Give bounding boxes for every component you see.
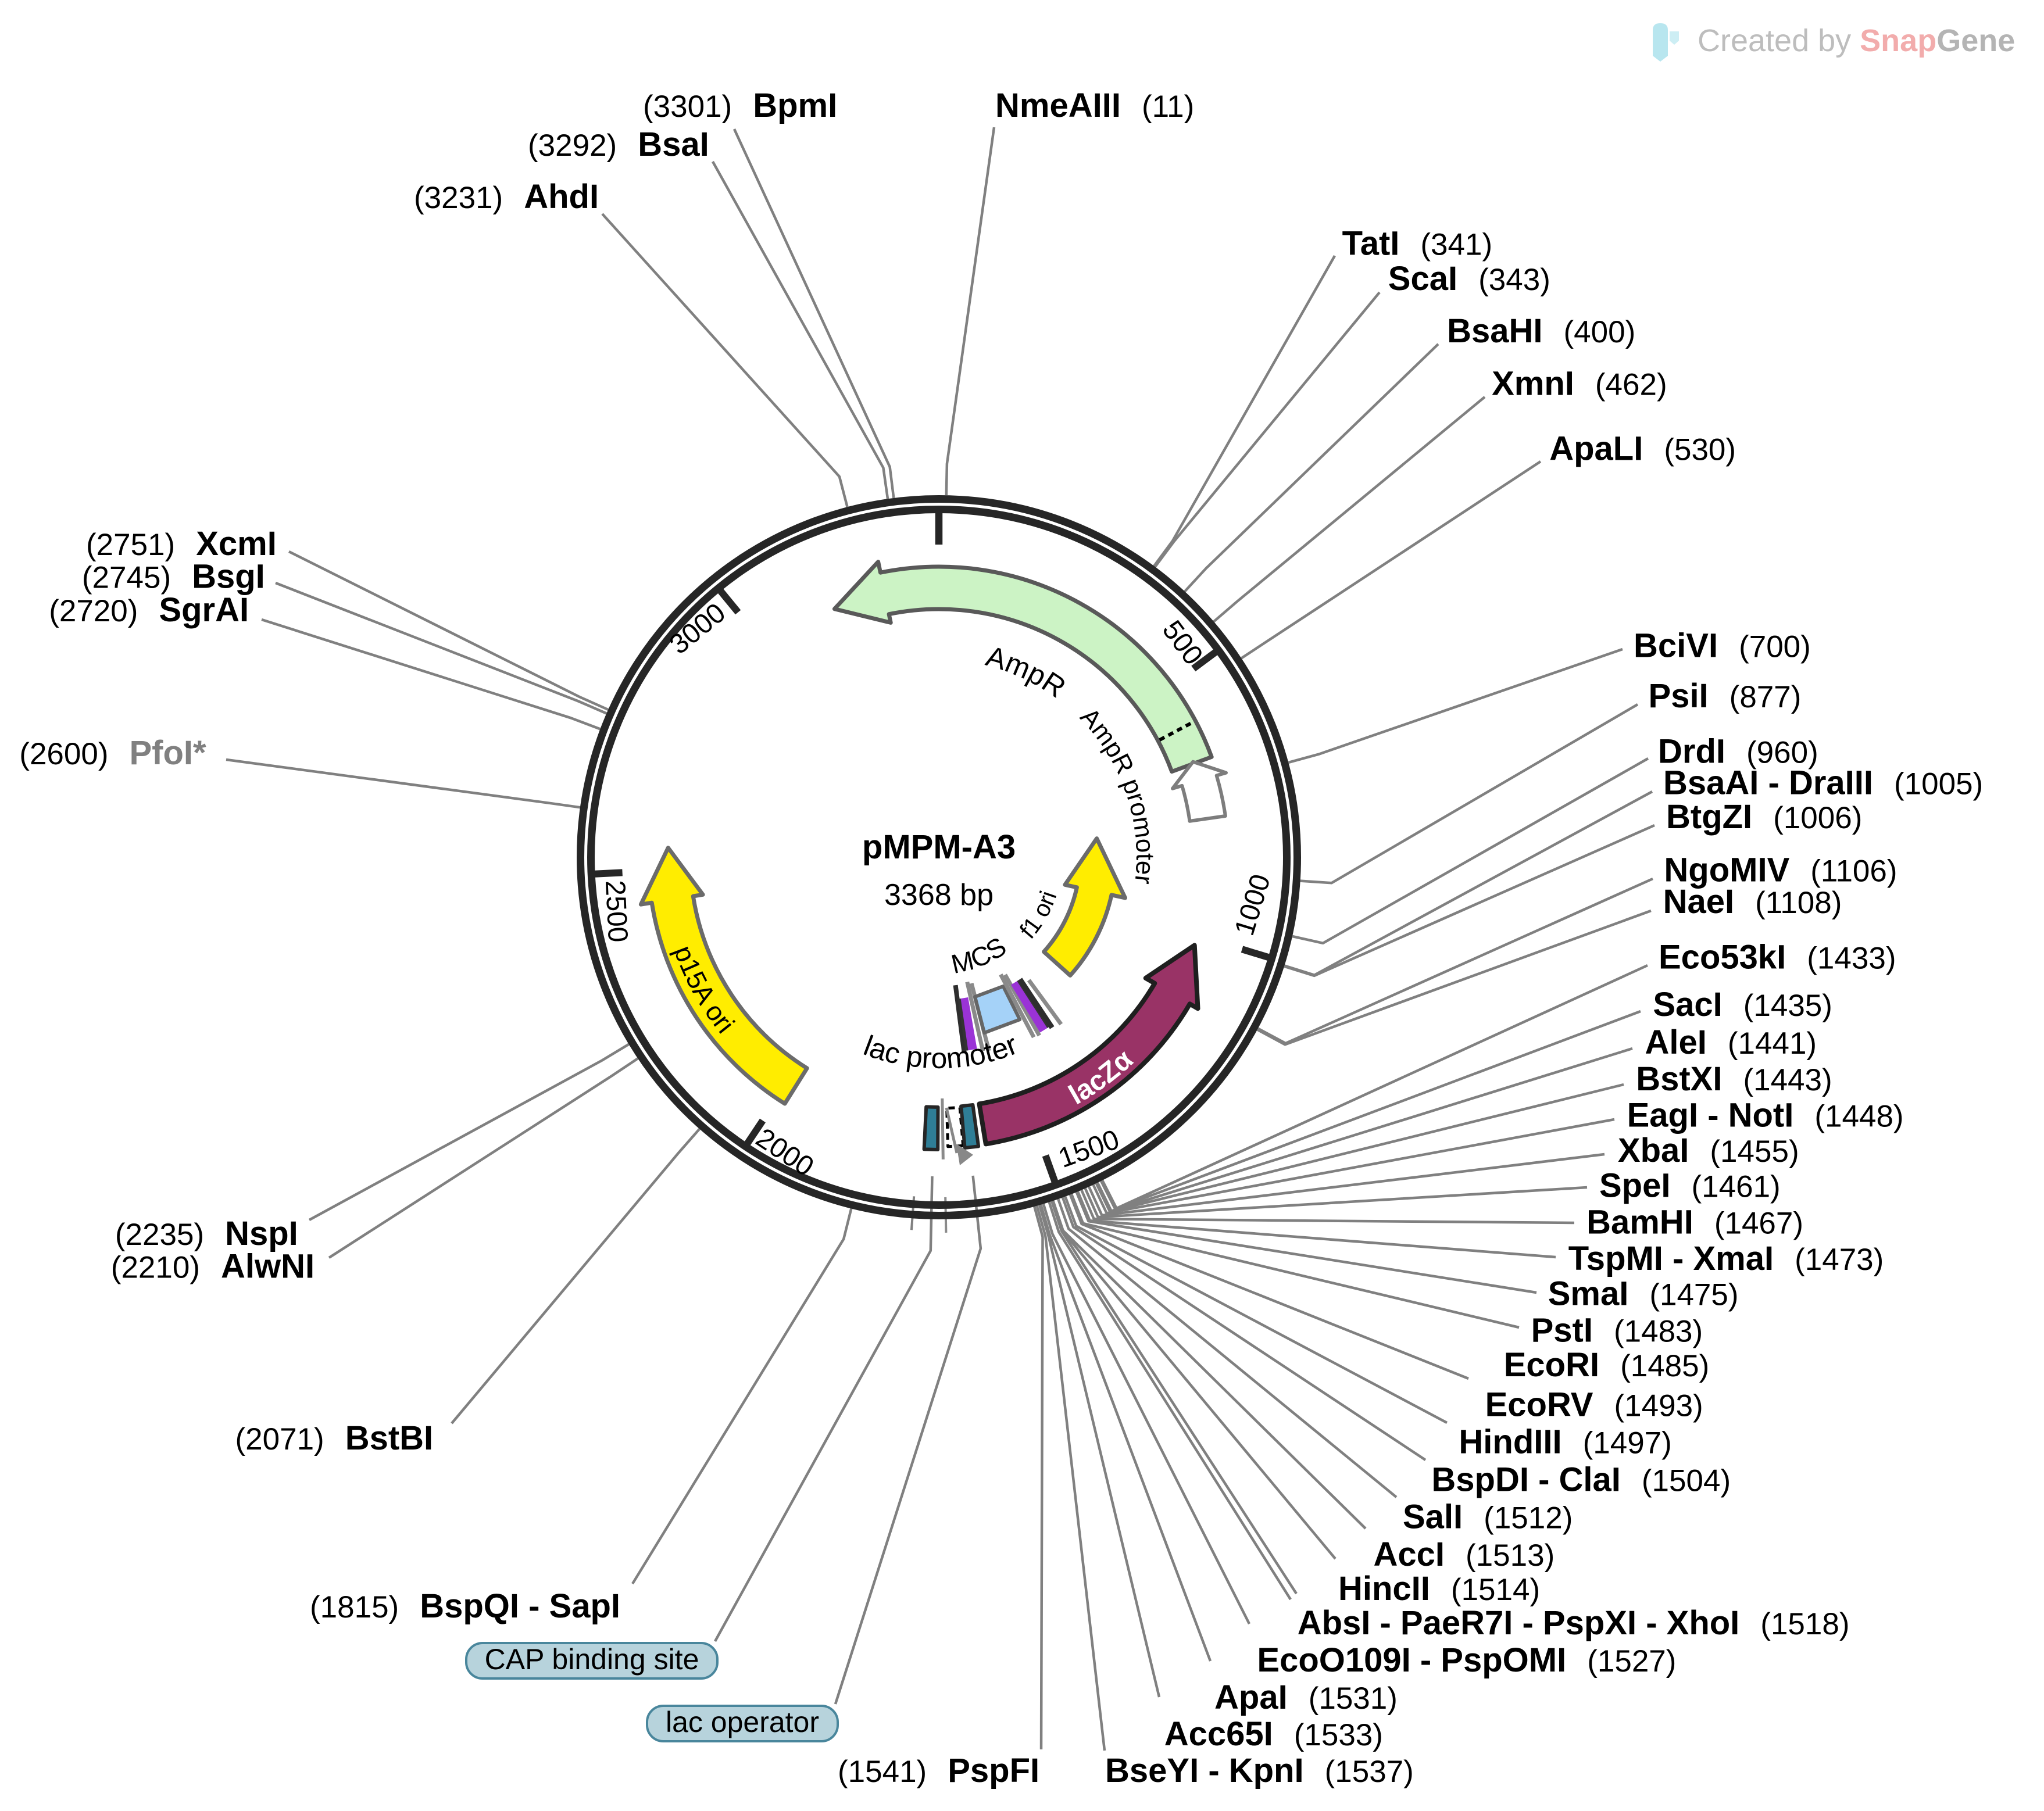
svg-text:lac operator: lac operator: [666, 1706, 819, 1738]
svg-text:PstI(1483): PstI (1483): [1531, 1311, 1703, 1349]
svg-text:AbsI - PaeR7I - PspXI - XhoI(1: AbsI - PaeR7I - PspXI - XhoI (1518): [1298, 1604, 1850, 1642]
svg-text:2500: 2500: [599, 879, 633, 943]
svg-text:NmeAIII(11): NmeAIII (11): [995, 87, 1194, 124]
svg-text:SalI(1512): SalI (1512): [1403, 1498, 1573, 1536]
svg-text:BseYI - KpnI(1537): BseYI - KpnI (1537): [1105, 1752, 1414, 1789]
svg-text:(2751)XcmI: (2751) XcmI: [86, 525, 277, 563]
svg-text:(1815)BspQI - SapI: (1815) BspQI - SapI: [310, 1587, 620, 1625]
svg-text:TspMI - XmaI(1473): TspMI - XmaI (1473): [1568, 1240, 1884, 1277]
svg-text:3368 bp: 3368 bp: [884, 878, 994, 912]
svg-text:SmaI(1475): SmaI (1475): [1548, 1275, 1739, 1313]
svg-text:AleI(1441): AleI (1441): [1645, 1023, 1817, 1061]
svg-text:EcoO109I - PspOMI(1527): EcoO109I - PspOMI (1527): [1257, 1641, 1676, 1679]
svg-text:BspDI - ClaI(1504): BspDI - ClaI (1504): [1431, 1461, 1731, 1498]
svg-text:CAP binding site: CAP binding site: [485, 1643, 699, 1676]
svg-text:EagI - NotI(1448): EagI - NotI (1448): [1627, 1097, 1904, 1134]
svg-text:Eco53kI(1433): Eco53kI (1433): [1659, 939, 1896, 976]
svg-text:Created by SnapGene: Created by SnapGene: [1698, 23, 2015, 58]
svg-text:BsaHI(400): BsaHI (400): [1447, 312, 1635, 350]
svg-text:BsaAI - DraIII(1005): BsaAI - DraIII (1005): [1663, 764, 1983, 802]
svg-text:pMPM-A3: pMPM-A3: [862, 828, 1016, 866]
svg-text:ApaLI(530): ApaLI (530): [1549, 430, 1736, 468]
svg-text:NgoMIV(1106): NgoMIV (1106): [1664, 851, 1897, 889]
